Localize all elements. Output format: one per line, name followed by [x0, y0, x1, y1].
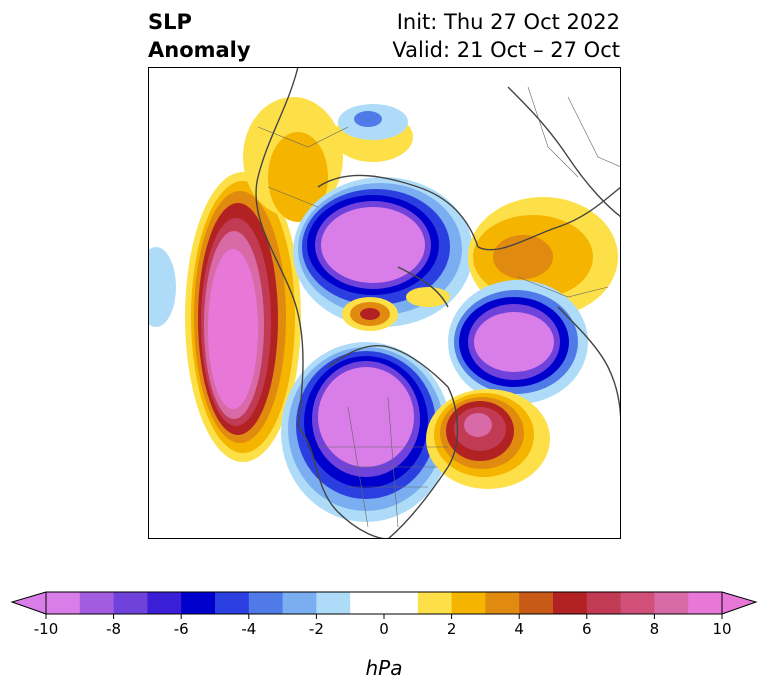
colorbar-segment: [654, 592, 689, 614]
coastlines: [255, 67, 621, 539]
colorbar-unit-label: hPa: [365, 656, 403, 680]
colorbar-segment: [688, 592, 723, 614]
colorbar-min-arrow: [12, 592, 46, 614]
colorbar-tick-label: 10: [712, 620, 731, 638]
colorbar-tick-label: -8: [106, 620, 121, 638]
colorbar-segment: [282, 592, 317, 614]
colorbar-segment: [417, 592, 453, 614]
colorbar-segment: [147, 592, 182, 614]
colorbar-segments: [46, 592, 723, 614]
pacific-positive-anomaly: [185, 172, 301, 462]
map-subtitle: Init: Thu 27 Oct 2022 Valid: 21 Oct – 27…: [392, 8, 620, 64]
central-positive-anomaly: [342, 287, 450, 331]
map-frame: [148, 67, 621, 539]
colorbar-max-arrow: [722, 592, 756, 614]
colorbar-segment: [384, 592, 419, 614]
colorbar-segment: [451, 592, 486, 614]
colorbar-segment: [46, 592, 81, 614]
init-label: Init: Thu 27 Oct 2022: [396, 10, 620, 34]
colorbar-segment: [553, 592, 588, 614]
colorbar-segment: [519, 592, 554, 614]
title-line-1: SLP: [148, 10, 192, 34]
colorbar-tick-label: 8: [650, 620, 660, 638]
valid-label: Valid: 21 Oct – 27 Oct: [392, 38, 620, 62]
borders: [257, 86, 621, 528]
colorbar-tick-label: -10: [34, 620, 59, 638]
colorbar-tick-label: -6: [174, 620, 189, 638]
colorbar-tick-label: 2: [447, 620, 457, 638]
atlantic-negative-anomaly: [448, 280, 588, 404]
colorbar-segment: [79, 592, 115, 614]
europe-positive-anomaly: [468, 197, 618, 317]
anomaly-map: [148, 67, 621, 539]
colorbar-tick-label: -4: [241, 620, 256, 638]
colorbar-segment: [248, 592, 284, 614]
west-edge-negative: [148, 247, 176, 327]
colorbar-segment: [485, 592, 520, 614]
colorbar-tick-label: 6: [582, 620, 592, 638]
colorbar: -10 -8 -6 -4 -2 0 2 4 6 8 10: [10, 591, 758, 638]
colorbar-segment: [350, 592, 385, 614]
colorbar-segment: [113, 592, 148, 614]
colorbar-segment: [586, 592, 622, 614]
colorbar-tick-label: 0: [379, 620, 389, 638]
colorbar-segment: [215, 592, 250, 614]
title-line-2: Anomaly: [148, 38, 251, 62]
colorbar-ticks: -10 -8 -6 -4 -2 0 2 4 6 8 10: [34, 614, 732, 638]
colorbar-tick-label: -2: [309, 620, 324, 638]
colorbar-tick-label: 4: [514, 620, 524, 638]
colorbar-segment: [181, 592, 216, 614]
atlantic-positive-anomaly: [426, 389, 550, 489]
colorbar-segment: [316, 592, 351, 614]
north-america-negative-anomaly: [281, 342, 451, 522]
colorbar-segment: [620, 592, 655, 614]
map-title: SLP Anomaly: [148, 8, 251, 64]
